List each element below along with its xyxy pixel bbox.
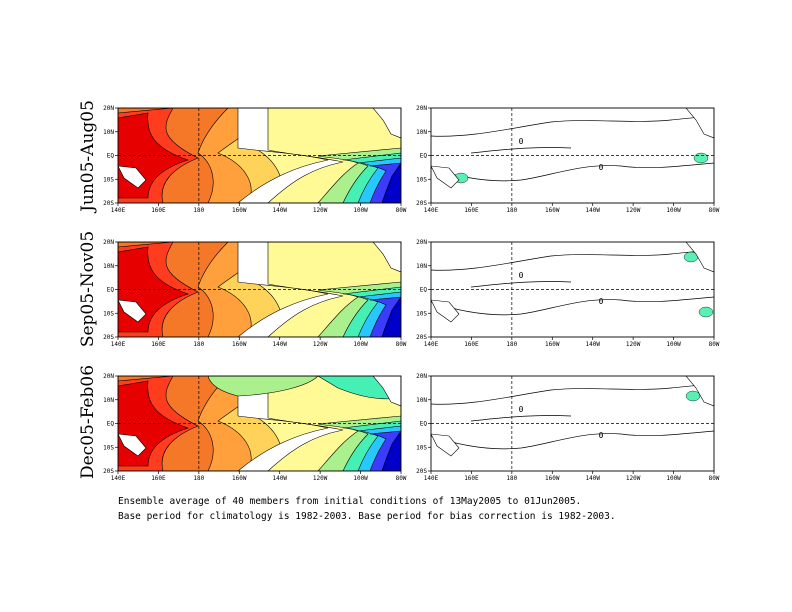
contour-label: 0 — [599, 297, 604, 306]
lat-tick-label: EQ — [107, 153, 115, 160]
lat-tick-label: EQ — [420, 421, 428, 428]
lat-tick-label: 20N — [416, 373, 427, 380]
lat-tick-label: 20S — [103, 468, 114, 475]
caption-line-1: Ensemble average of 40 members from init… — [118, 496, 582, 507]
lat-tick-label: 20N — [416, 105, 427, 112]
lat-tick-label: EQ — [420, 287, 428, 294]
lon-tick-label: 140E — [111, 341, 126, 348]
lon-tick-label: 180 — [506, 475, 517, 482]
lon-tick-label: 100W — [666, 341, 681, 348]
contour-label: 0 — [599, 163, 604, 172]
contour-label: 0 — [519, 271, 524, 280]
lon-tick-label: 100W — [666, 207, 681, 214]
forecast-map: 140E 160E 180 160W 140W 120W 100W 80W 20N 10N EQ 10… — [103, 373, 407, 482]
lon-tick-label: 80W — [396, 207, 407, 214]
lon-tick-label: 120W — [626, 475, 641, 482]
lon-tick-label: 160W — [545, 475, 560, 482]
lat-tick-label: 10N — [416, 397, 427, 404]
lon-tick-label: 160W — [545, 207, 560, 214]
lon-tick-label: 140W — [585, 341, 600, 348]
lon-tick-label: 180 — [506, 207, 517, 214]
lat-tick-label: 10S — [416, 176, 427, 183]
caption-line-2: Base period for climatology is 1982-2003… — [118, 511, 616, 522]
lat-tick-label: 10S — [103, 176, 114, 183]
lon-tick-label: 80W — [396, 475, 407, 482]
lon-tick-label: 160E — [151, 341, 166, 348]
lat-tick-label: 10S — [416, 444, 427, 451]
lon-tick-label: 160W — [232, 475, 247, 482]
lon-tick-label: 120W — [313, 207, 328, 214]
anomaly-map: 0 0 140E 160E 180 160W 140W 120W 100W 80W 20N 10N EQ… — [416, 239, 720, 348]
lon-tick-label: 80W — [709, 475, 720, 482]
lat-tick-label: 10N — [416, 129, 427, 136]
lon-tick-label: 80W — [709, 341, 720, 348]
lon-tick-label: 140W — [272, 207, 287, 214]
lon-tick-label: 140E — [424, 475, 439, 482]
lon-tick-label: 140E — [111, 207, 126, 214]
lat-tick-label: 10N — [103, 397, 114, 404]
contour-label: 0 — [599, 431, 604, 440]
lat-tick-label: 20N — [103, 373, 114, 380]
lon-tick-label: 140W — [585, 207, 600, 214]
lon-tick-label: 120W — [313, 475, 328, 482]
lat-tick-label: EQ — [107, 287, 115, 294]
lon-tick-label: 160W — [545, 341, 560, 348]
lon-tick-label: 80W — [709, 207, 720, 214]
lat-tick-label: 10S — [103, 310, 114, 317]
lon-tick-label: 100W — [353, 207, 368, 214]
lat-tick-label: 10N — [103, 263, 114, 270]
lon-tick-label: 140E — [111, 475, 126, 482]
lat-tick-label: EQ — [107, 421, 115, 428]
lon-tick-label: 160W — [232, 341, 247, 348]
lon-tick-label: 120W — [313, 341, 328, 348]
lon-tick-label: 140W — [272, 475, 287, 482]
contour-label: 0 — [519, 137, 524, 146]
lon-tick-label: 140E — [424, 341, 439, 348]
lon-tick-label: 180 — [193, 341, 204, 348]
anomaly-map: 0 0 140E 160E 180 160W 140W 120W 100W 80W 20N 10N EQ… — [416, 373, 720, 482]
lon-tick-label: 160E — [151, 207, 166, 214]
lon-tick-label: 140E — [424, 207, 439, 214]
lon-tick-label: 80W — [396, 341, 407, 348]
lat-tick-label: 20N — [103, 105, 114, 112]
forecast-map: 140E 160E 180 160W 140W 120W 100W 80W 20N 10N EQ 10… — [103, 105, 407, 214]
forecast-map: 140E 160E 180 160W 140W 120W 100W 80W 20N 10N EQ 10… — [103, 239, 407, 348]
lon-tick-label: 160E — [464, 207, 479, 214]
contour-label: 0 — [519, 405, 524, 414]
lat-tick-label: 10S — [416, 310, 427, 317]
lon-tick-label: 120W — [626, 341, 641, 348]
lon-tick-label: 120W — [626, 207, 641, 214]
lat-tick-label: 20S — [103, 334, 114, 341]
lat-tick-label: 20S — [416, 200, 427, 207]
anomaly-map: 0 0 140E 160E 180 160W 140W 120W 100W 80W 20N 10N EQ… — [416, 105, 720, 214]
lon-tick-label: 100W — [353, 341, 368, 348]
lon-tick-label: 160E — [464, 341, 479, 348]
lat-tick-label: 20N — [103, 239, 114, 246]
lon-tick-label: 160W — [232, 207, 247, 214]
lat-tick-label: 20N — [416, 239, 427, 246]
lat-tick-label: 10S — [103, 444, 114, 451]
lon-tick-label: 100W — [353, 475, 368, 482]
lon-tick-label: 180 — [506, 341, 517, 348]
lon-tick-label: 180 — [193, 475, 204, 482]
lat-tick-label: EQ — [420, 153, 428, 160]
lat-tick-label: 20S — [416, 468, 427, 475]
lon-tick-label: 180 — [193, 207, 204, 214]
lon-tick-label: 100W — [666, 475, 681, 482]
lat-tick-label: 20S — [103, 200, 114, 207]
lon-tick-label: 160E — [464, 475, 479, 482]
lat-tick-label: 20S — [416, 334, 427, 341]
lat-tick-label: 10N — [103, 129, 114, 136]
lon-tick-label: 140W — [272, 341, 287, 348]
lat-tick-label: 10N — [416, 263, 427, 270]
lon-tick-label: 140W — [585, 475, 600, 482]
lon-tick-label: 160E — [151, 475, 166, 482]
